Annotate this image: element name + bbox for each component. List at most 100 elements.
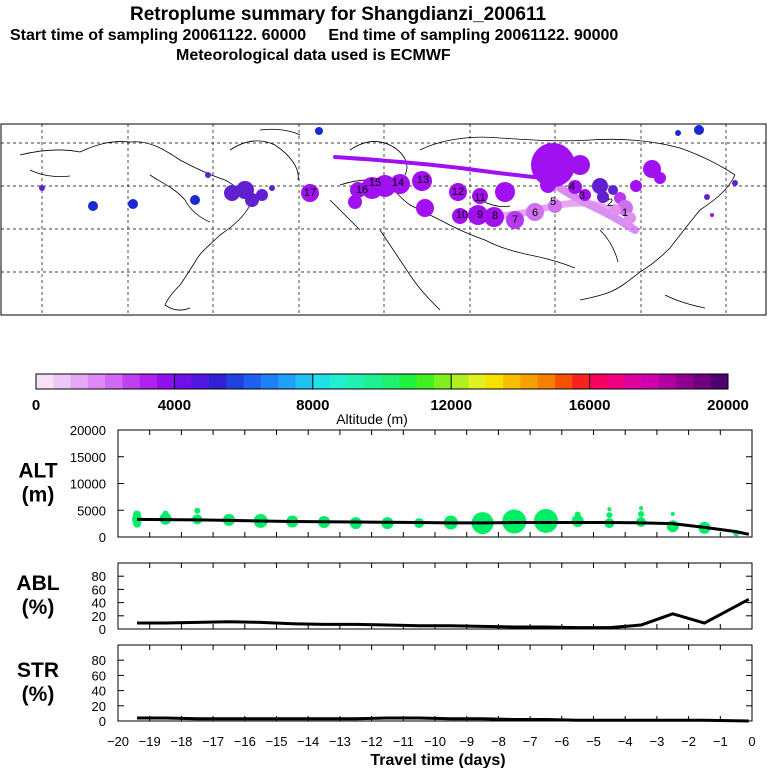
y-tick-label: 5000 bbox=[77, 503, 106, 518]
plume-dot bbox=[609, 204, 621, 216]
colorbar-tick-label: 4000 bbox=[158, 397, 191, 414]
altitude-scatter-point bbox=[639, 506, 644, 511]
colorbar-cell bbox=[226, 374, 245, 389]
altitude-scatter-point bbox=[133, 519, 142, 528]
colorbar-cell bbox=[139, 374, 158, 389]
plume-dot bbox=[472, 188, 488, 204]
colorbar-cell bbox=[382, 374, 400, 389]
plume-dot bbox=[597, 191, 609, 203]
panel-label: ALT bbox=[18, 460, 57, 483]
colorbar-cell bbox=[416, 374, 435, 389]
plume-day-label: 4 bbox=[569, 181, 575, 193]
colorbar-cell bbox=[503, 374, 521, 389]
colorbar-cell bbox=[243, 374, 262, 389]
colorbar-tick-label: 12000 bbox=[430, 397, 472, 414]
colorbar-cell bbox=[330, 374, 348, 389]
plume-dot bbox=[531, 143, 575, 187]
plume-dot bbox=[570, 155, 590, 175]
plume-dot bbox=[416, 199, 434, 217]
colorbar-cell bbox=[624, 374, 642, 389]
plume-dot bbox=[269, 185, 275, 191]
colorbar-cell bbox=[260, 374, 279, 389]
y-tick-label: 80 bbox=[92, 653, 106, 668]
x-tick-label: −2 bbox=[681, 734, 696, 749]
x-tick-label: −14 bbox=[297, 734, 319, 749]
colorbar-label: Altitude (m) bbox=[336, 411, 408, 427]
x-axis: −20 −19 −18 −17 −16 −15 −14 −13 −12 −11 −10 −9 −8 −7−… bbox=[107, 734, 756, 749]
colorbar-cell bbox=[347, 374, 366, 389]
coastlines bbox=[19, 128, 736, 311]
plume-day-label: 17 bbox=[304, 187, 316, 199]
y-tick-label: 60 bbox=[92, 582, 106, 597]
x-tick-label: −6 bbox=[554, 734, 569, 749]
plume-dot bbox=[88, 201, 98, 211]
x-tick-label: −1 bbox=[713, 734, 728, 749]
plume-dot bbox=[568, 180, 582, 194]
plume-dot bbox=[548, 199, 562, 213]
y-tick-label: 10000 bbox=[70, 477, 106, 492]
colorbar-cell bbox=[555, 374, 573, 389]
plume-dot bbox=[704, 194, 710, 200]
plume-day-label: 9 bbox=[477, 209, 483, 221]
y-tick-label: 15000 bbox=[70, 450, 106, 465]
plume-dot bbox=[412, 171, 432, 191]
colorbar-cell bbox=[606, 374, 625, 389]
colorbar-cell bbox=[641, 374, 660, 389]
x-tick-label: −20 bbox=[107, 734, 129, 749]
colorbar-tick-label: 16000 bbox=[569, 397, 611, 414]
plume-dot bbox=[348, 195, 362, 209]
plume-dot bbox=[675, 130, 681, 136]
panel-unit-label: (%) bbox=[22, 683, 55, 706]
plume-day-label: 3 bbox=[579, 190, 585, 202]
plume-day-label: 13 bbox=[417, 174, 429, 186]
altitude-scatter-point bbox=[670, 511, 675, 516]
x-tick-label: −9 bbox=[459, 734, 474, 749]
colorbar-cell bbox=[658, 374, 677, 389]
plume-day-label: 6 bbox=[532, 207, 538, 219]
sampling-times: Start time of sampling 20061122. 60000 E… bbox=[10, 27, 619, 44]
colorbar-cell bbox=[485, 374, 504, 389]
colorbar-cell bbox=[451, 374, 469, 389]
colorbar-cell bbox=[572, 374, 591, 389]
y-tick-label: 0 bbox=[99, 622, 106, 637]
x-tick-label: −18 bbox=[170, 734, 192, 749]
plume-dot bbox=[592, 178, 608, 194]
colorbar-cell bbox=[105, 374, 123, 389]
plume-dot bbox=[617, 200, 633, 216]
plume-dot bbox=[452, 208, 468, 224]
panel-label: STR bbox=[17, 659, 59, 682]
colorbar-cell bbox=[36, 374, 54, 389]
plume-dot bbox=[540, 177, 556, 193]
y-tick-label: 20 bbox=[92, 609, 106, 624]
colorbar-tick-label: 0 bbox=[32, 397, 40, 414]
altitude-scatter-point bbox=[574, 511, 581, 518]
x-tick-label: −13 bbox=[329, 734, 351, 749]
x-tick-label: 0 bbox=[748, 734, 755, 749]
map-frame bbox=[0, 123, 767, 316]
plume-dot bbox=[39, 185, 45, 191]
altitude-scatter-point bbox=[194, 507, 201, 514]
plume-dot bbox=[449, 183, 467, 201]
colorbar-cell bbox=[87, 374, 106, 389]
y-tick-label: 60 bbox=[92, 668, 106, 683]
plume-dot bbox=[390, 174, 410, 194]
colorbar-cell bbox=[209, 374, 227, 389]
series-line-alt bbox=[137, 517, 750, 536]
plume-dot bbox=[128, 199, 138, 209]
plume-dot bbox=[301, 184, 319, 202]
colorbar-cell bbox=[122, 374, 141, 389]
y-tick-label: 0 bbox=[99, 714, 106, 729]
colorbar-cell bbox=[676, 374, 694, 389]
colorbar-cell bbox=[399, 374, 418, 389]
plume-day-label: 7 bbox=[512, 214, 518, 226]
colorbar-cell bbox=[312, 374, 331, 389]
colorbar-cell bbox=[693, 374, 712, 389]
plume-dot bbox=[624, 212, 636, 224]
colorbar-cell bbox=[191, 374, 210, 389]
colorbar-cell bbox=[174, 374, 193, 389]
series-line-abl bbox=[137, 597, 750, 630]
panel-unit-label: (%) bbox=[22, 596, 55, 619]
plume-dot bbox=[732, 180, 738, 186]
